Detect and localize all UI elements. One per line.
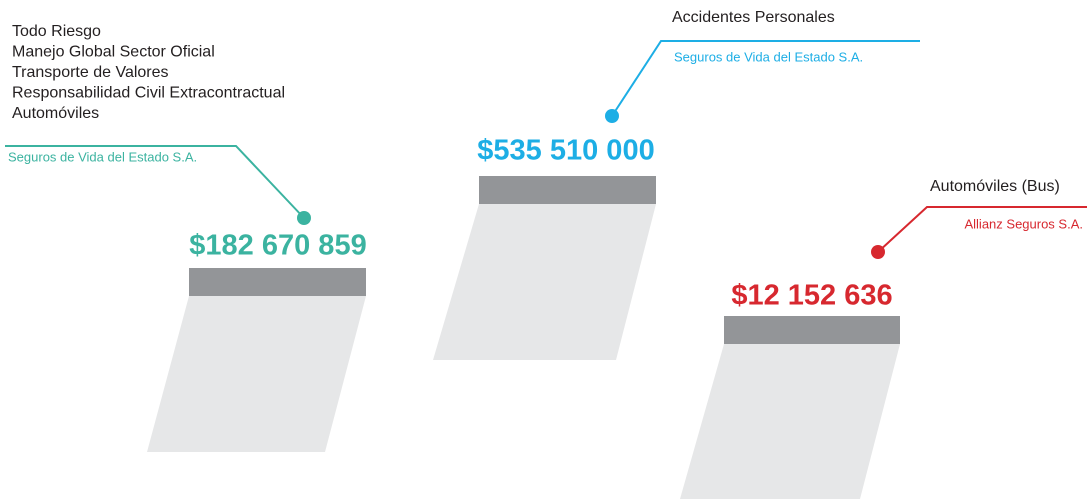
leader-dot bbox=[605, 109, 619, 123]
bar bbox=[724, 316, 900, 344]
insurer: Seguros de Vida del Estado S.A. bbox=[674, 49, 863, 64]
bar bbox=[189, 268, 366, 296]
amount: $535 510 000 bbox=[477, 135, 654, 167]
leader-dot bbox=[871, 245, 885, 259]
policy-label: Accidentes Personales bbox=[672, 9, 835, 26]
policy-label: Responsabilidad Civil Extracontractual bbox=[12, 85, 285, 102]
amount: $12 152 636 bbox=[731, 280, 892, 312]
amount: $182 670 859 bbox=[189, 230, 366, 262]
shadow bbox=[680, 344, 900, 499]
leader-line bbox=[611, 40, 920, 117]
leader-line bbox=[5, 145, 305, 219]
leader-dot bbox=[297, 211, 311, 225]
shadow bbox=[433, 204, 656, 360]
policy-label: Manejo Global Sector Oficial bbox=[12, 44, 215, 61]
insurer: Seguros de Vida del Estado S.A. bbox=[8, 149, 197, 164]
insurer: Allianz Seguros S.A. bbox=[964, 216, 1083, 231]
policy-label: Transporte de Valores bbox=[12, 64, 169, 81]
policy-label: Todo Riesgo bbox=[12, 23, 101, 40]
leader-line bbox=[877, 206, 1087, 253]
policy-label: Automóviles bbox=[12, 105, 99, 122]
shadow bbox=[147, 296, 366, 452]
bar bbox=[479, 176, 656, 204]
policy-label: Automóviles (Bus) bbox=[930, 178, 1060, 195]
